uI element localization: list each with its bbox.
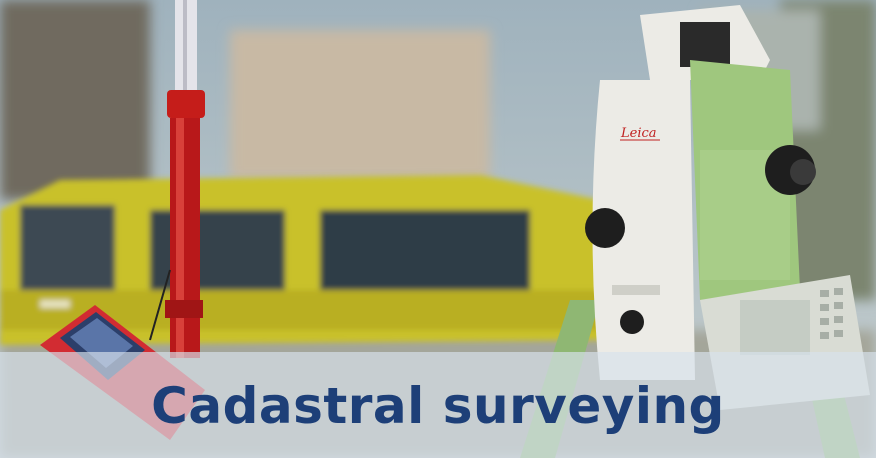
brand-logo: Leica: [620, 126, 657, 141]
caption-title: Cadastral surveying: [0, 358, 876, 454]
